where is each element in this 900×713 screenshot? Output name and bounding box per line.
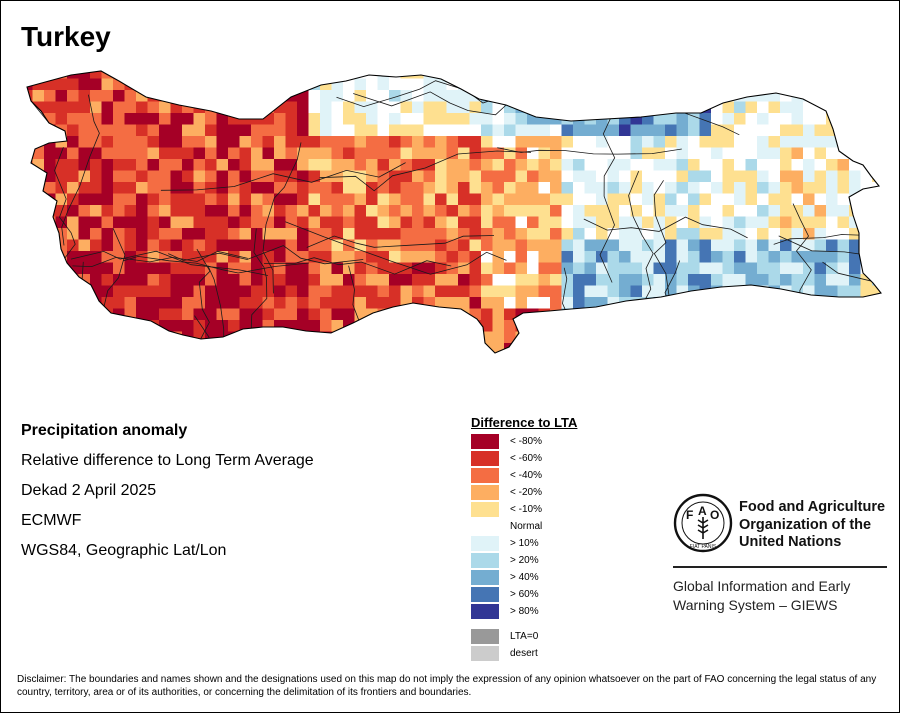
legend-label: > 20% (510, 555, 539, 566)
divider (673, 566, 887, 568)
legend-title: Difference to LTA (471, 415, 578, 430)
legend-swatch (471, 646, 499, 661)
legend-item: < -20% (471, 485, 577, 502)
legend-label: < -80% (510, 436, 542, 447)
fao-block: F A O FIAT PANIS Food and Agriculture Or… (673, 493, 887, 613)
org-line: United Nations (739, 534, 842, 550)
giews-name: Global Information and Early Warning Sys… (673, 577, 900, 615)
legend-swatch (471, 536, 499, 551)
legend-swatch (471, 570, 499, 585)
org-line: Food and Agriculture (739, 499, 886, 515)
org-line: Organization of the (739, 516, 872, 533)
legend-item: < -60% (471, 451, 577, 468)
info-heading: Precipitation anomaly (21, 422, 188, 439)
legend-swatch (471, 629, 499, 644)
legend-swatch (471, 502, 499, 517)
legend-label: > 40% (510, 572, 539, 583)
legend-item: > 40% (471, 570, 577, 587)
legend-swatch (471, 485, 499, 500)
giews-line: Global Information and Early (673, 578, 851, 594)
disclaimer: Disclaimer: The boundaries and names sho… (17, 674, 877, 698)
legend-label: desert (510, 648, 538, 659)
legend-label: < -60% (510, 453, 542, 464)
legend-item: Normal (471, 519, 577, 536)
legend-swatch (471, 451, 499, 466)
legend-label: > 60% (510, 589, 539, 600)
legend-swatch (471, 434, 499, 449)
legend-label: Normal (510, 521, 543, 532)
svg-text:O: O (710, 508, 719, 522)
legend-swatch (471, 587, 499, 602)
fao-logo-text: FIAT PANIS (690, 544, 717, 550)
legend-swatch (471, 604, 499, 619)
legend-item: < -10% (471, 502, 577, 519)
fao-organization-name: Food and Agriculture Organization of the… (739, 499, 900, 552)
anomaly-map (26, 70, 882, 354)
legend-label: LTA=0 (510, 631, 539, 642)
svg-text:F: F (686, 508, 693, 522)
legend-label: > 80% (510, 606, 539, 617)
legend-item: > 20% (471, 553, 577, 570)
info-line: Dekad 2 April 2025 (21, 482, 157, 499)
legend-label: < -10% (510, 504, 542, 515)
legend-item: > 80% (471, 604, 577, 621)
legend-swatch (471, 553, 499, 568)
legend-item: LTA=0 (471, 629, 577, 646)
legend-item: > 60% (471, 587, 577, 604)
legend-label: < -20% (510, 487, 542, 498)
map-title: Turkey (21, 21, 111, 52)
map-info: Precipitation anomaly Relative differenc… (21, 421, 314, 571)
info-line: WGS84, Geographic Lat/Lon (21, 542, 227, 559)
legend-label: < -40% (510, 470, 542, 481)
legend-swatch (471, 468, 499, 483)
info-line: ECMWF (21, 512, 82, 529)
svg-text:A: A (698, 504, 707, 518)
legend-item: desert (471, 646, 577, 663)
info-line: Relative difference to Long Term Average (21, 452, 314, 469)
legend-swatch (471, 519, 499, 534)
fao-logo-icon: F A O FIAT PANIS (673, 493, 733, 553)
legend-item: > 10% (471, 536, 577, 553)
giews-line: Warning System – GIEWS (673, 597, 838, 613)
map-legend: Difference to LTA < -80% < -60% < -40% < -2… (471, 415, 577, 663)
legend-item: < -80% (471, 434, 577, 451)
legend-item: < -40% (471, 468, 577, 485)
legend-label: > 10% (510, 538, 539, 549)
legend-extra-items: LTA=0 desert (471, 629, 577, 663)
legend-items: < -80% < -60% < -40% < -20% < -10% Normal > 10… (471, 434, 577, 621)
